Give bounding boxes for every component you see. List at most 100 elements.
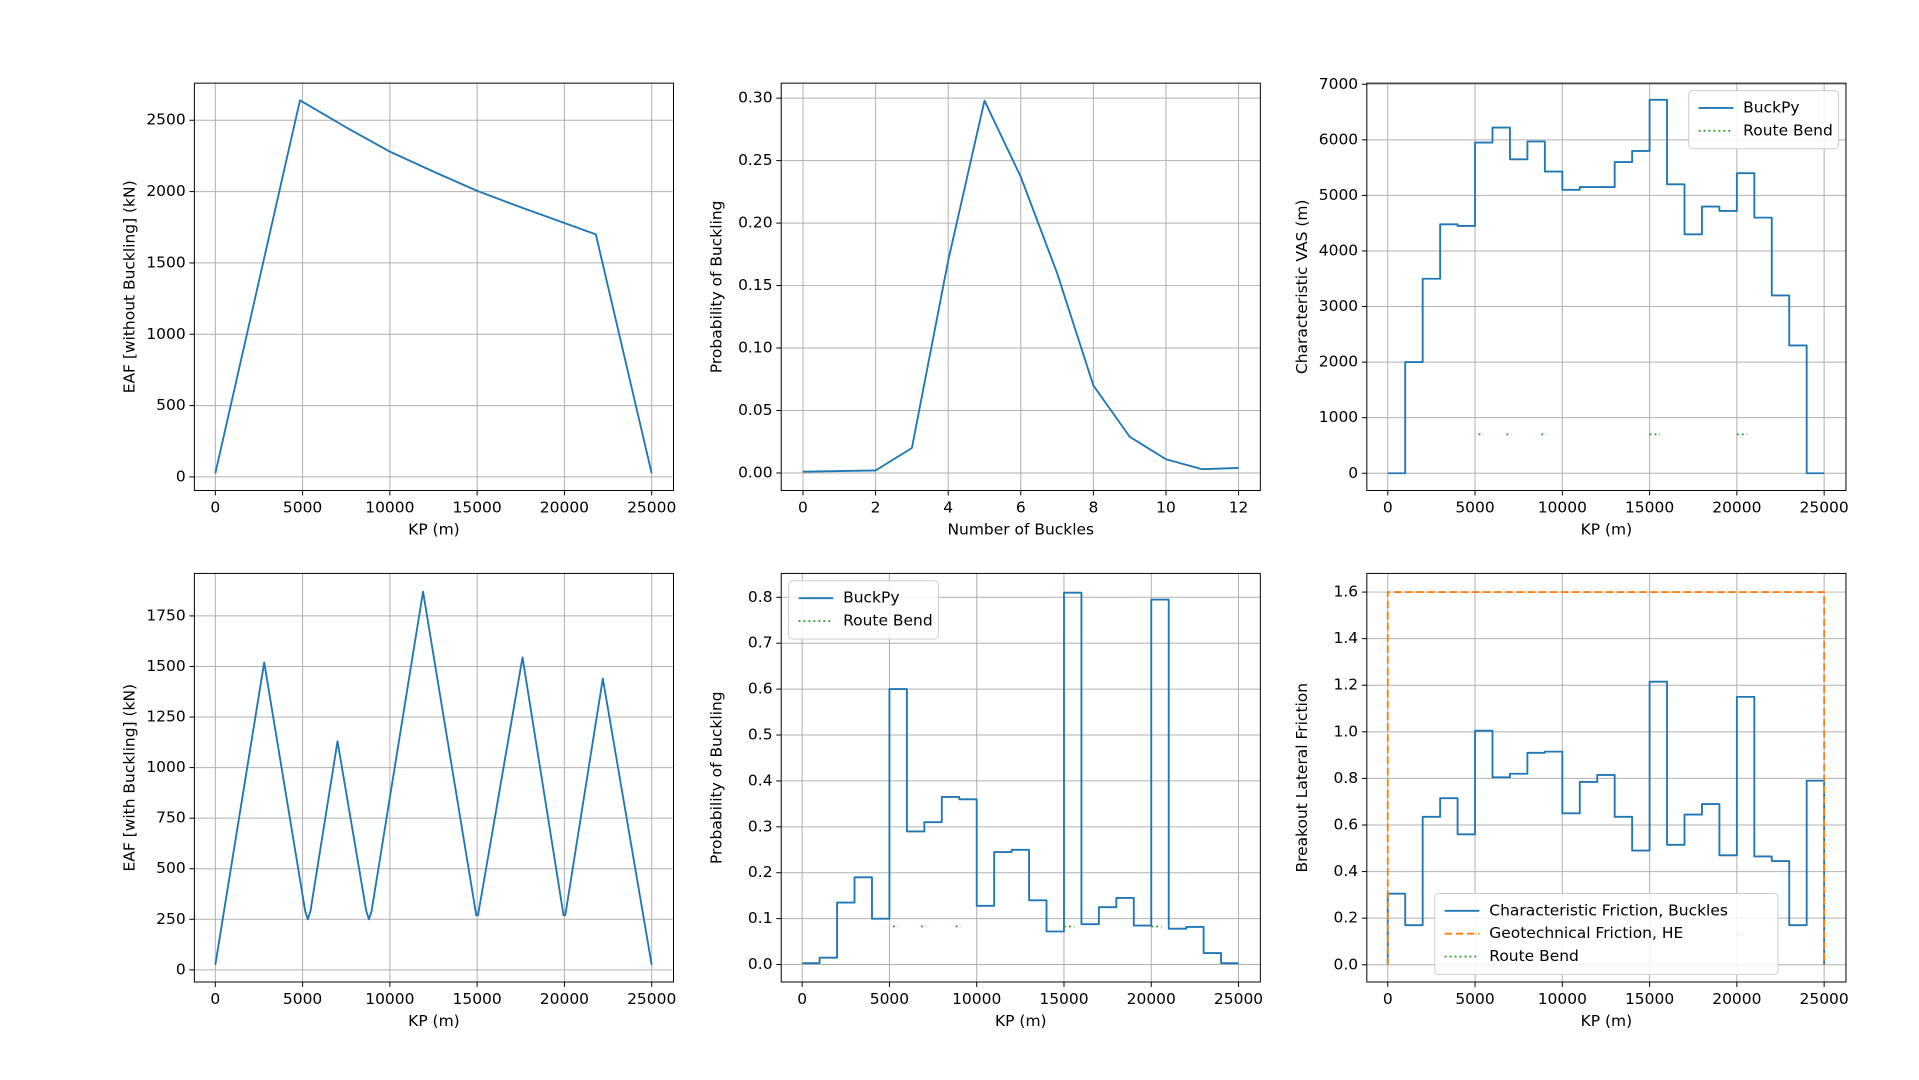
x-axis-label: KP (m) [995, 1012, 1047, 1030]
y-tick-label: 1250 [146, 708, 185, 726]
legend-label: Route Bend [1489, 947, 1579, 965]
x-axis-label: KP (m) [1581, 1012, 1633, 1030]
x-tick-label: 20000 [1712, 990, 1761, 1008]
x-tick-label: 15000 [453, 990, 502, 1008]
x-axis-label: KP (m) [408, 1012, 460, 1030]
y-tick-label: 1000 [146, 758, 185, 776]
y-tick-label: 1000 [146, 325, 185, 343]
series-line [1386, 591, 1826, 965]
x-tick-label: 20000 [1127, 990, 1176, 1008]
y-tick-label: 1.2 [1334, 676, 1359, 694]
y-tick-label: 1.0 [1334, 722, 1359, 740]
x-tick-label: 20000 [540, 990, 589, 1008]
x-tick-label: 12 [1229, 498, 1249, 516]
x-tick-label: 25000 [627, 990, 676, 1008]
subplot: 0 5000 10000 15000 20000 25000 0.0 0.1 0.2 0.3 0.4… [707, 572, 1263, 1030]
plot-area [1387, 98, 1825, 475]
y-tick-label: 0.2 [1334, 909, 1359, 927]
series-line [802, 99, 1239, 473]
axes-frame [1366, 572, 1847, 983]
y-tick-label: 2000 [146, 182, 185, 200]
x-tick-label: 5000 [283, 498, 322, 516]
y-tick-label: 500 [156, 859, 186, 877]
x-axis-label: Number of Buckles [947, 521, 1094, 539]
y-tick-label: 0.6 [1334, 815, 1359, 833]
plot-area [1386, 591, 1826, 965]
y-tick-label: 0.5 [748, 726, 773, 744]
y-tick-label: 7000 [1319, 75, 1358, 93]
subplot: 0 2 4 6 8 10 12 0.00 0.05 0.10 0.15 0.20 0.25 0.30 Num… [707, 82, 1261, 539]
y-axis-label: Probability of Buckling [707, 691, 725, 864]
x-tick-label: 25000 [1800, 990, 1849, 1008]
x-tick-label: 5000 [1455, 990, 1494, 1008]
x-tick-label: 0 [210, 990, 220, 1008]
y-tick-label: 0.25 [738, 151, 772, 169]
y-axis-label: Probability of Buckling [707, 201, 725, 374]
x-tick-label: 15000 [1039, 990, 1088, 1008]
subplot: 0 5000 10000 15000 20000 25000 0 250 500 750 1000 1… [120, 572, 676, 1030]
y-tick-label: 0.4 [1334, 862, 1359, 880]
y-tick-label: 0.30 [738, 89, 772, 107]
y-tick-label: 0.1 [748, 909, 773, 927]
x-tick-label: 0 [1383, 498, 1393, 516]
y-tick-label: 0.4 [748, 771, 773, 789]
x-tick-label: 2 [871, 498, 881, 516]
y-tick-label: 0.8 [1334, 769, 1359, 787]
y-tick-label: 0 [176, 467, 186, 485]
y-tick-label: 0.20 [738, 214, 772, 232]
y-tick-label: 0.8 [748, 588, 773, 606]
subplot: 0 5000 10000 15000 20000 25000 0 500 1000 1500 200… [120, 82, 676, 539]
axes-frame [1366, 82, 1847, 491]
legend-box [1688, 90, 1840, 150]
y-tick-label: 5000 [1319, 186, 1358, 204]
plot-area [802, 591, 1239, 965]
y-axis-label: Breakout Lateral Friction [1293, 683, 1311, 873]
legend: BuckPy Route Bend [1688, 90, 1840, 150]
y-tick-label: 1750 [146, 606, 185, 624]
series-line [1386, 680, 1826, 965]
y-tick-label: 1.6 [1334, 583, 1359, 601]
series-line [1387, 98, 1825, 475]
axes-frame [193, 82, 675, 491]
x-tick-label: 10000 [1538, 498, 1587, 516]
y-tick-label: 0.2 [748, 863, 773, 881]
x-tick-label: 25000 [1800, 498, 1849, 516]
y-tick-label: 0.15 [738, 276, 772, 294]
x-tick-label: 5000 [870, 990, 909, 1008]
y-tick-label: 0.00 [738, 463, 772, 481]
y-tick-label: 1000 [1319, 408, 1358, 426]
x-tick-label: 10 [1156, 498, 1176, 516]
y-tick-label: 750 [156, 809, 186, 827]
y-tick-label: 1.4 [1334, 629, 1359, 647]
x-tick-label: 15000 [453, 498, 502, 516]
series-line [214, 590, 653, 965]
axes-frame [193, 572, 675, 983]
y-tick-label: 0 [1348, 464, 1358, 482]
plot-area [214, 99, 653, 474]
y-tick-label: 0.6 [748, 680, 773, 698]
legend-label: Geotechnical Friction, HE [1489, 924, 1683, 942]
subplot: 0 5000 10000 15000 20000 25000 0 1000 2000 3000 40… [1293, 75, 1849, 539]
x-axis-label: KP (m) [408, 521, 460, 539]
x-tick-label: 15000 [1625, 990, 1674, 1008]
y-axis-label: EAF [without Buckling] (kN) [120, 180, 138, 393]
legend-label: BuckPy [843, 589, 899, 607]
y-tick-label: 3000 [1319, 297, 1358, 315]
legend-label: Route Bend [843, 612, 933, 630]
x-tick-label: 15000 [1625, 498, 1674, 516]
y-tick-label: 500 [156, 396, 186, 414]
plot-area [802, 99, 1239, 473]
y-tick-label: 0 [176, 960, 186, 978]
x-tick-label: 10000 [365, 498, 414, 516]
x-tick-label: 0 [798, 498, 808, 516]
x-tick-label: 0 [797, 990, 807, 1008]
plot-area [214, 590, 653, 965]
subplot: 0 5000 10000 15000 20000 25000 0.0 0.2 0.4 0.6 0.8… [1293, 572, 1849, 1030]
legend-box [1434, 892, 1779, 976]
x-tick-label: 5000 [283, 990, 322, 1008]
y-tick-label: 1500 [146, 657, 185, 675]
y-tick-label: 1500 [146, 253, 185, 271]
x-axis-label: KP (m) [1581, 521, 1633, 539]
x-tick-label: 25000 [627, 498, 676, 516]
